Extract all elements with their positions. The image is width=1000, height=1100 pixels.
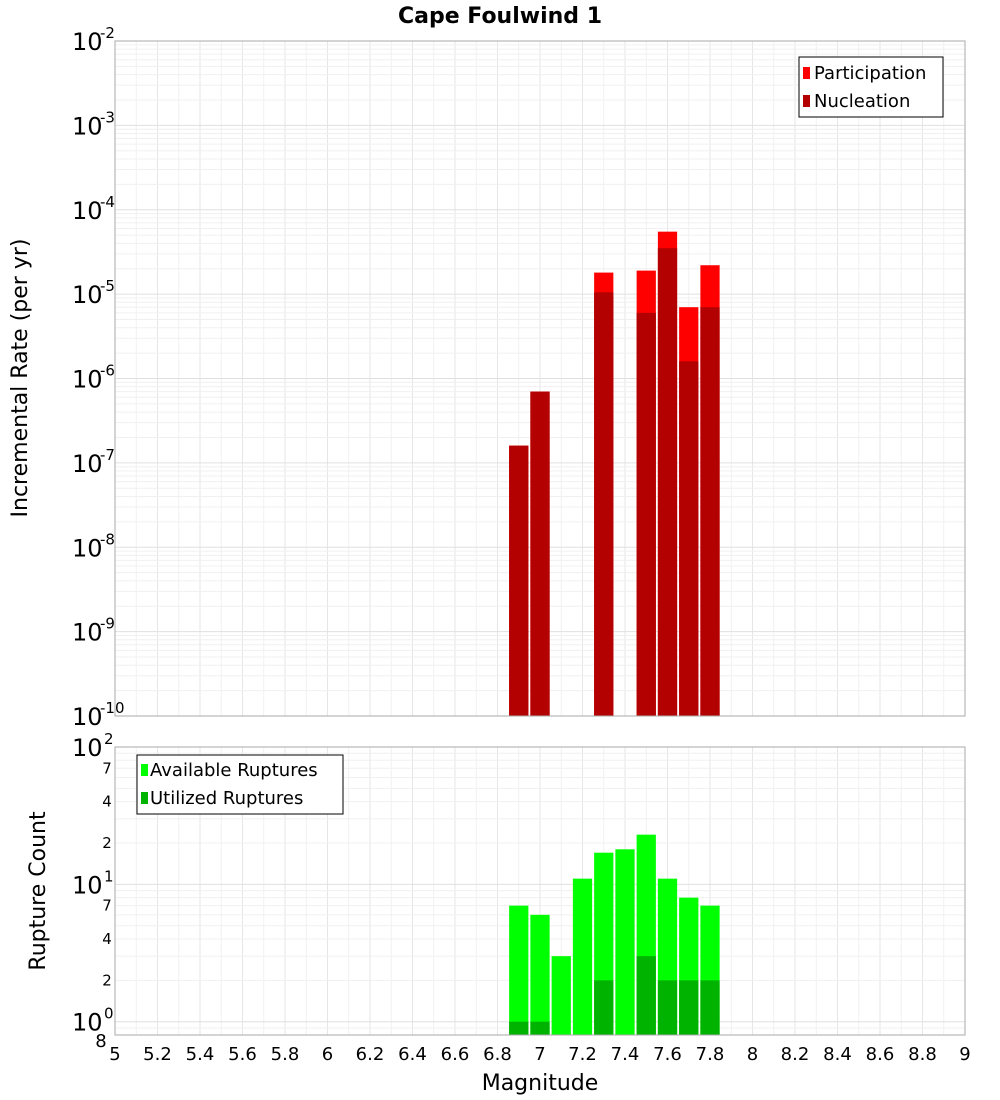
x-tick-label: 5.6: [228, 1044, 257, 1065]
nucleation-bar: [700, 307, 720, 716]
utilized-ruptures-bar: [679, 980, 699, 1035]
x-tick-label: 5.8: [271, 1044, 300, 1065]
top-legend: Participation Nucleation: [798, 56, 944, 118]
utilized-ruptures-bar: [509, 1021, 529, 1035]
bottom-plot-bars: [509, 834, 720, 1035]
top-y-axis-label: Incremental Rate (per yr): [8, 239, 33, 518]
available-ruptures-bar: [509, 905, 529, 1035]
chart-title: Cape Foulwind 1: [398, 4, 602, 29]
x-tick-label: 5.4: [186, 1044, 215, 1065]
utilized-ruptures-bar: [657, 980, 678, 1035]
x-tick-label: 7.4: [611, 1044, 640, 1065]
x-tick-label: 6.6: [441, 1044, 470, 1065]
top-y-tick-base: 10: [72, 619, 103, 647]
nucleation-bar: [679, 361, 699, 716]
bottom-y-minor-tick-label: 7: [102, 897, 112, 915]
legend-nucleation-label: Nucleation: [814, 91, 910, 112]
utilized-ruptures-bar: [594, 980, 614, 1035]
bottom-y-minor-tick-label: 2: [102, 834, 112, 852]
x-tick-label: 8.6: [866, 1044, 895, 1065]
top-y-tick-exponent: -2: [100, 24, 115, 42]
x-tick-label: 5.2: [143, 1044, 172, 1065]
x-tick-label: 5: [109, 1044, 120, 1065]
top-y-tick-exponent: -3: [100, 108, 115, 126]
nucleation-bar: [530, 391, 550, 716]
bottom-y-tick-base: 10: [72, 871, 103, 899]
x-tick-label: 8.8: [908, 1044, 937, 1065]
x-tick-label: 9: [959, 1044, 970, 1065]
top-y-tick-exponent: -6: [100, 362, 115, 380]
top-y-tick-base: 10: [72, 197, 103, 225]
utilized-ruptures-bar: [636, 956, 656, 1035]
x-tick-label: 7.6: [653, 1044, 682, 1065]
bottom-y-minor-tick-label: 8: [95, 1031, 106, 1052]
x-tick-label: 8.2: [781, 1044, 810, 1065]
top-y-tick-base: 10: [72, 112, 103, 140]
nucleation-bar: [594, 292, 614, 716]
bottom-y-tick-exponent: 2: [104, 730, 114, 748]
utilized-ruptures-bar: [700, 980, 720, 1035]
top-y-tick-exponent: -8: [100, 530, 115, 548]
bottom-plot-frame: [114, 746, 966, 1036]
top-y-tick-base: 10: [72, 366, 103, 394]
top-y-tick-base: 10: [72, 450, 103, 478]
x-tick-label: 8.4: [823, 1044, 852, 1065]
bottom-y-minor-tick-label: 2: [102, 971, 112, 989]
legend-nucleation-swatch: [803, 95, 810, 107]
top-plot-bars: [509, 231, 720, 717]
top-y-tick-exponent: -9: [100, 615, 115, 633]
x-tick-label: 7.2: [568, 1044, 597, 1065]
available-ruptures-bar: [551, 956, 571, 1035]
top-y-tick-base: 10: [72, 534, 103, 562]
utilized-ruptures-bar: [530, 1021, 550, 1035]
legend-participation-swatch: [803, 67, 810, 79]
top-y-tick-exponent: -4: [100, 193, 115, 211]
top-y-tick-base: 10: [72, 281, 103, 309]
bottom-y-minor-tick-label: 7: [102, 759, 112, 777]
top-plot-frame: [114, 40, 966, 717]
top-y-tick-exponent: -10: [100, 699, 125, 717]
nucleation-bar: [657, 248, 678, 717]
nucleation-bar: [509, 445, 529, 716]
legend-participation-label: Participation: [814, 63, 926, 84]
legend-utilized-ruptures-label: Utilized Ruptures: [150, 788, 303, 809]
x-tick-label: 6.4: [398, 1044, 427, 1065]
top-legend-box: [798, 56, 944, 118]
bottom-y-minor-tick-label: 4: [102, 793, 112, 811]
x-tick-label: 6: [322, 1044, 333, 1065]
bottom-y-tick-base: 10: [72, 1009, 103, 1037]
top-y-tick-base: 10: [72, 28, 103, 56]
nucleation-bar: [636, 312, 656, 716]
top-y-tick-exponent: -7: [100, 446, 115, 464]
bottom-legend: Available Ruptures Utilized Ruptures: [136, 754, 344, 815]
bottom-y-axis-label: Rupture Count: [26, 811, 51, 971]
legend-available-ruptures-label: Available Ruptures: [150, 760, 318, 781]
bottom-y-minor-tick-label: 4: [102, 930, 112, 948]
available-ruptures-bar: [530, 914, 550, 1035]
x-axis-ticks: 5 5.2 5.4 5.6 5.8 6 6.2 6.4 6.6 6.8 7 7.2 7.4 7.6 7.8 8…: [109, 1044, 970, 1065]
legend-available-ruptures-swatch: [141, 764, 148, 776]
x-tick-label: 6.8: [483, 1044, 512, 1065]
x-tick-label: 8: [747, 1044, 758, 1065]
x-tick-label: 7.8: [696, 1044, 725, 1065]
x-axis-label: Magnitude: [482, 1071, 599, 1096]
x-tick-label: 6.2: [356, 1044, 385, 1065]
top-y-tick-base: 10: [72, 703, 103, 731]
available-ruptures-bar: [615, 849, 635, 1035]
bottom-legend-box: [136, 754, 344, 815]
bottom-y-tick-exponent: 1: [104, 867, 114, 885]
top-y-tick-exponent: -5: [100, 277, 115, 295]
available-ruptures-bar: [572, 878, 593, 1035]
bottom-y-tick-base: 10: [72, 734, 103, 762]
x-tick-label: 7: [534, 1044, 545, 1065]
bottom-y-tick-exponent: 0: [104, 1005, 114, 1023]
legend-utilized-ruptures-swatch: [141, 792, 148, 804]
